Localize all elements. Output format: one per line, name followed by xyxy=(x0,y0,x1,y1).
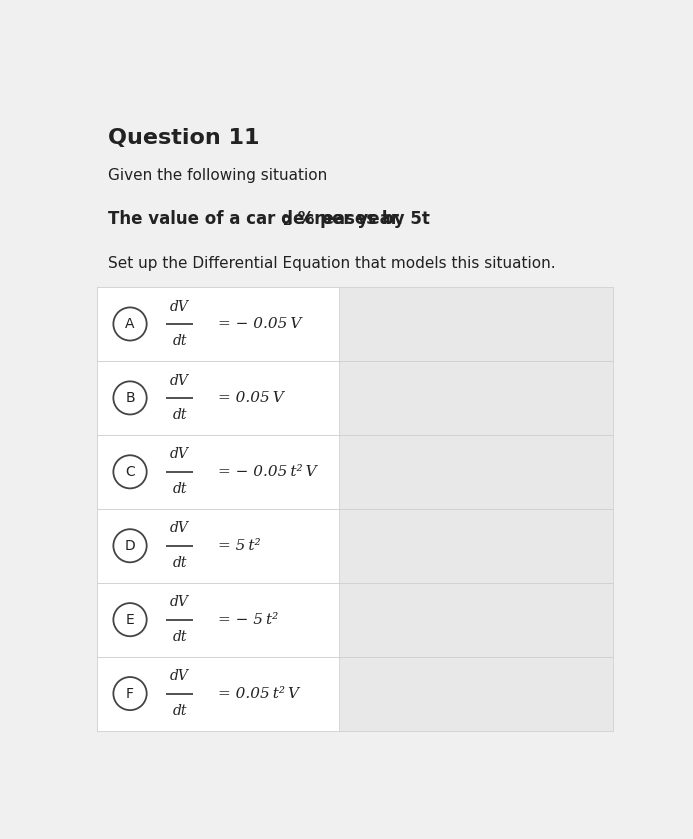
FancyBboxPatch shape xyxy=(98,508,613,583)
Text: F: F xyxy=(126,686,134,701)
FancyBboxPatch shape xyxy=(98,435,340,508)
Text: B: B xyxy=(125,391,135,405)
Text: D: D xyxy=(125,539,135,553)
Text: dV: dV xyxy=(170,447,189,461)
FancyBboxPatch shape xyxy=(98,287,340,361)
Text: 2: 2 xyxy=(283,215,292,227)
Text: Set up the Differential Equation that models this situation.: Set up the Differential Equation that mo… xyxy=(108,256,556,271)
Text: Question 11: Question 11 xyxy=(108,128,260,149)
Text: dt: dt xyxy=(173,409,187,422)
Text: % per year.: % per year. xyxy=(292,210,403,228)
Circle shape xyxy=(114,603,147,636)
FancyBboxPatch shape xyxy=(98,435,613,508)
Text: dV: dV xyxy=(170,595,189,609)
Text: C: C xyxy=(125,465,135,479)
Text: dt: dt xyxy=(173,630,187,644)
Text: = − 0.05 t² V: = − 0.05 t² V xyxy=(218,465,317,479)
Text: = − 5 t²: = − 5 t² xyxy=(218,612,278,627)
Circle shape xyxy=(114,529,147,562)
Text: dV: dV xyxy=(170,300,189,314)
Text: dt: dt xyxy=(173,482,187,496)
Text: A: A xyxy=(125,317,134,331)
Text: dV: dV xyxy=(170,521,189,535)
Text: = 0.05 V: = 0.05 V xyxy=(218,391,283,405)
FancyBboxPatch shape xyxy=(98,583,340,657)
FancyBboxPatch shape xyxy=(98,361,613,435)
Circle shape xyxy=(114,307,147,341)
Circle shape xyxy=(114,456,147,488)
FancyBboxPatch shape xyxy=(98,583,613,657)
Text: dt: dt xyxy=(173,704,187,718)
Text: dV: dV xyxy=(170,373,189,388)
Text: dt: dt xyxy=(173,335,187,348)
Text: dt: dt xyxy=(173,556,187,571)
Text: E: E xyxy=(125,612,134,627)
FancyBboxPatch shape xyxy=(98,657,340,731)
Text: Given the following situation: Given the following situation xyxy=(108,169,328,184)
Text: dV: dV xyxy=(170,670,189,683)
Text: The value of a car decreases by 5t: The value of a car decreases by 5t xyxy=(108,210,430,228)
FancyBboxPatch shape xyxy=(98,508,340,583)
Text: = 0.05 t² V: = 0.05 t² V xyxy=(218,686,299,701)
Text: = 5 t²: = 5 t² xyxy=(218,539,261,553)
Circle shape xyxy=(114,677,147,710)
FancyBboxPatch shape xyxy=(98,657,613,731)
FancyBboxPatch shape xyxy=(98,361,340,435)
FancyBboxPatch shape xyxy=(98,287,613,361)
Text: = − 0.05 V: = − 0.05 V xyxy=(218,317,301,331)
Circle shape xyxy=(114,382,147,414)
